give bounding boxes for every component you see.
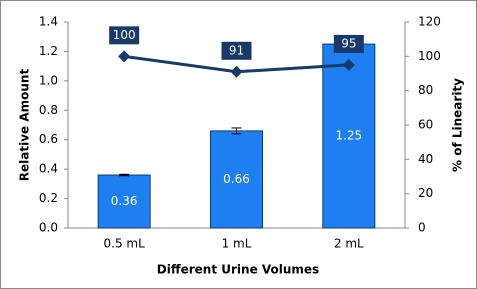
y-tick-label: 1.4 bbox=[39, 15, 58, 29]
y-axis-title: Relative Amount bbox=[18, 69, 32, 182]
y-tick-label: 0.2 bbox=[39, 191, 58, 205]
bar-value-label: 1.25 bbox=[335, 129, 362, 143]
bar-value-label: 0.36 bbox=[111, 194, 138, 208]
line-marker bbox=[230, 65, 243, 78]
y-tick-label: 0.8 bbox=[39, 103, 58, 117]
x-tick-label: 2 mL bbox=[334, 237, 364, 251]
y-tick-label: 1.0 bbox=[39, 73, 58, 87]
line-value-label: 91 bbox=[229, 43, 244, 57]
x-tick-label: 1 mL bbox=[222, 237, 252, 251]
y-tick-label: 0.4 bbox=[39, 162, 58, 176]
y-tick-label: 1.2 bbox=[39, 44, 58, 58]
line-value-label: 100 bbox=[113, 28, 136, 42]
y2-tick-label: 100 bbox=[418, 49, 441, 63]
y2-tick-label: 40 bbox=[418, 152, 433, 166]
line-marker bbox=[342, 58, 355, 71]
y2-axis-title: % of Linearity bbox=[451, 78, 465, 172]
y2-tick-label: 60 bbox=[418, 118, 433, 132]
y2-tick-label: 0 bbox=[418, 221, 426, 235]
line-marker bbox=[118, 50, 131, 63]
x-tick-label: 0.5 mL bbox=[104, 237, 146, 251]
data-label-box bbox=[333, 34, 364, 53]
line-value-label: 95 bbox=[341, 36, 356, 50]
x-axis-title: Different Urine Volumes bbox=[157, 263, 319, 277]
y-tick-label: 0.0 bbox=[39, 221, 58, 235]
data-label-box bbox=[109, 26, 140, 45]
bar-value-label: 0.66 bbox=[223, 172, 250, 186]
y-tick-label: 0.6 bbox=[39, 132, 58, 146]
y2-tick-label: 80 bbox=[418, 83, 433, 97]
y2-tick-label: 20 bbox=[418, 186, 433, 200]
data-label-box bbox=[221, 41, 252, 60]
y2-tick-label: 120 bbox=[418, 15, 441, 29]
